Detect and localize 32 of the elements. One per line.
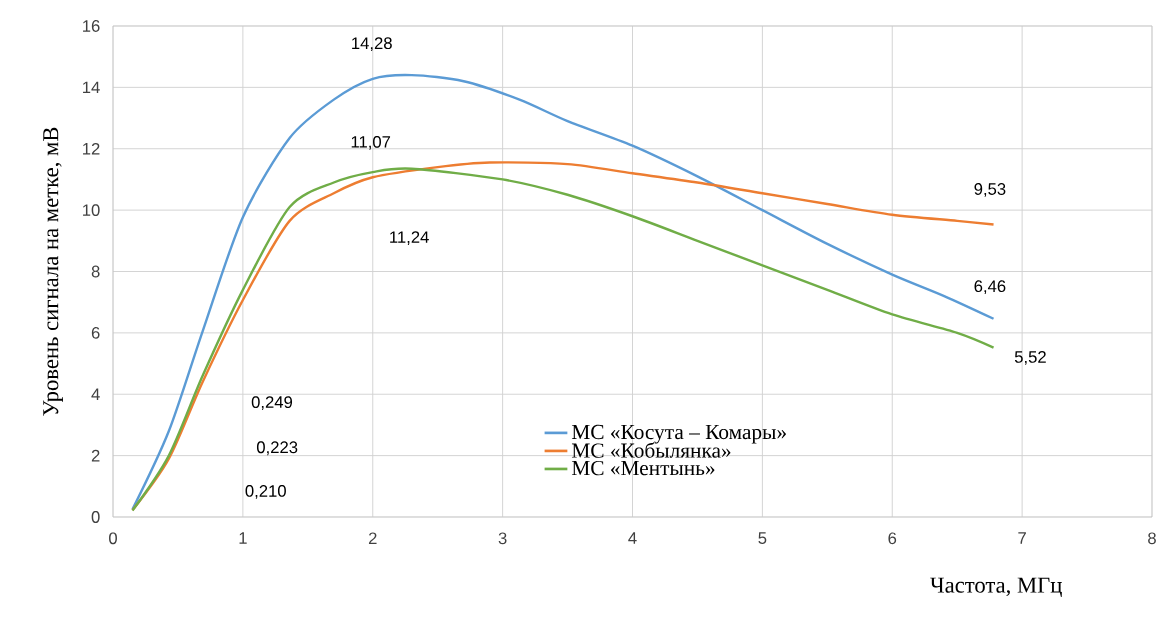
y-tick-label: 0 — [91, 511, 100, 523]
y-tick-label: 14 — [83, 81, 100, 94]
y-tick-label: 10 — [83, 204, 100, 217]
legend-label: МС «Ментынь» — [571, 460, 715, 476]
annotation: 5,52 — [1014, 351, 1046, 365]
annotation: 6,46 — [974, 280, 1006, 295]
x-tick-label: 7 — [1018, 532, 1026, 544]
x-tick-label: 0 — [109, 532, 117, 545]
annotation: 11,24 — [390, 231, 429, 245]
y-tick-label: 6 — [91, 326, 100, 339]
legend-label: МС «Кобылянка» — [571, 442, 731, 458]
y-axis-title: Уровень сигнала на метке, мВ — [43, 127, 63, 416]
legend-label: МС «Косута – Комары» — [571, 424, 786, 444]
annotation: 11,07 — [351, 135, 391, 150]
x-tick-label: 5 — [758, 532, 767, 544]
y-tick-label: 16 — [83, 20, 100, 32]
x-tick-label: 4 — [628, 532, 637, 544]
y-tick-label: 2 — [91, 449, 100, 462]
x-axis-title: Частота, МГц — [930, 577, 1062, 597]
annotation: 0,223 — [256, 441, 298, 456]
annotation: 0,210 — [245, 485, 286, 499]
annotation: 0,249 — [251, 396, 293, 410]
x-tick-label: 6 — [888, 532, 897, 545]
x-tick-label: 8 — [1148, 532, 1156, 545]
y-tick-label: 8 — [91, 265, 100, 278]
y-tick-label: 12 — [83, 142, 100, 155]
annotation: 14,28 — [352, 37, 392, 52]
x-tick-label: 1 — [239, 532, 247, 544]
y-tick-label: 4 — [91, 388, 100, 400]
x-tick-label: 3 — [498, 532, 507, 545]
annotation: 9,53 — [974, 183, 1006, 197]
x-tick-label: 2 — [368, 532, 377, 544]
